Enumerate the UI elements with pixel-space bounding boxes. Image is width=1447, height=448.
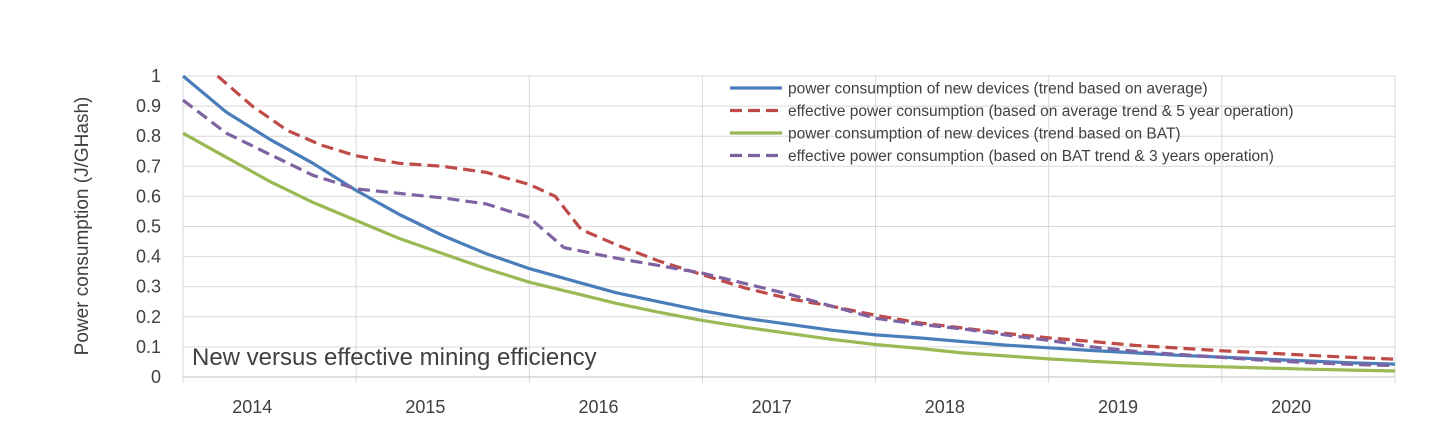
y-tick-label: 0.6 [136,186,161,206]
x-tick-label: 2016 [579,397,619,417]
y-tick-label: 1 [151,66,161,86]
y-tick-label: 0.2 [136,307,161,327]
legend-label-3: power consumption of new devices (trend … [788,126,1181,143]
x-tick-label: 2019 [1098,397,1138,417]
y-axis-title: Power consumption (J/GHash) [72,97,93,356]
y-tick-label: 0.7 [136,156,161,176]
chart-annotation: New versus effective mining efficiency [192,344,597,371]
x-tick-label: 2017 [752,397,792,417]
y-tick-label: 0.1 [136,337,161,357]
series-line-3 [182,131,1396,373]
series-line-1 [181,74,1396,366]
x-tick-label: 2015 [405,397,445,417]
x-tick-label: 2020 [1271,397,1311,417]
legend-label-1: power consumption of new devices (trend … [788,81,1208,98]
legend: power consumption of new devices (trend … [730,81,1294,165]
x-tick-label: 2018 [925,397,965,417]
y-tick-label: 0.4 [136,247,161,267]
y-tick-label: 0.8 [136,126,161,146]
x-tick-label: 2014 [232,397,272,417]
series-line-4 [182,98,1396,368]
y-tick-label: 0.5 [136,217,161,237]
x-tick-labels: 2014 2015 2016 2017 2018 2019 2020 [232,397,1311,417]
y-tick-label: 0 [151,367,161,387]
series-line-2 [216,74,1396,361]
y-tick-label: 0.3 [136,277,161,297]
legend-label-4: effective power consumption (based on BA… [788,148,1274,165]
y-tick-label: 0.9 [136,96,161,116]
grid [182,75,1396,383]
series-lines [181,74,1396,373]
y-tick-labels: 0 0.1 0.2 0.3 0.4 0.5 0.6 0.7 0.8 0.9 1 [136,66,161,387]
legend-label-2: effective power consumption (based on av… [788,103,1294,120]
